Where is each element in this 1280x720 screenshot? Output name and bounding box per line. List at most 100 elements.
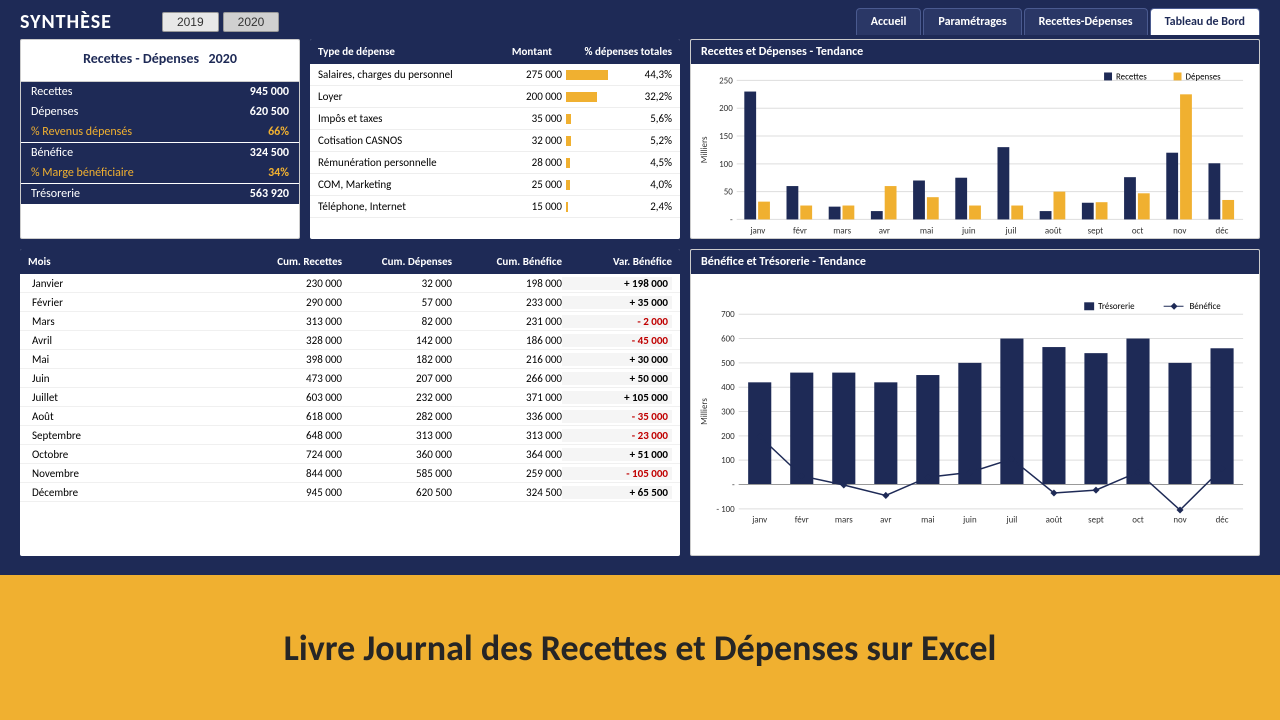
cell-dep: 360 000 (342, 448, 452, 461)
cell-var: - 105 000 (562, 467, 672, 480)
col-var: Var. Bénéfice (562, 255, 672, 268)
cell-rec: 473 000 (232, 372, 342, 385)
cell-mois: Juin (28, 372, 232, 385)
expense-label: Rémunération personnelle (318, 156, 492, 169)
svg-text:300: 300 (721, 407, 735, 418)
expense-bar (562, 180, 612, 190)
expense-row: Salaires, charges du personnel275 00044,… (310, 64, 680, 86)
cell-mois: Novembre (28, 467, 232, 480)
cell-dep: 57 000 (342, 296, 452, 309)
topbar: SYNTHÈSE 20192020 AccueilParamétragesRec… (0, 0, 1280, 39)
svg-text:avr: avr (879, 225, 890, 236)
chart2-svg: - 100-100200300400500600700Milliersjanvf… (697, 278, 1253, 551)
cell-var: + 105 000 (562, 391, 672, 404)
svg-text:mars: mars (835, 515, 853, 526)
cell-rec: 398 000 (232, 353, 342, 366)
summary-label: Bénéfice (31, 146, 73, 160)
cell-mois: Octobre (28, 448, 232, 461)
cell-rec: 844 000 (232, 467, 342, 480)
summary-row: Trésorerie563 920 (21, 183, 299, 204)
nav-tabs: AccueilParamétragesRecettes-DépensesTabl… (856, 8, 1260, 35)
cell-var: + 51 000 (562, 448, 672, 461)
tab-accueil[interactable]: Accueil (856, 8, 922, 35)
svg-text:sept: sept (1088, 515, 1104, 526)
summary-label: Trésorerie (31, 187, 80, 201)
expense-label: COM, Marketing (318, 178, 492, 191)
expense-pct: 44,3% (612, 68, 672, 81)
summary-row: Recettes945 000 (21, 82, 299, 102)
cell-mois: Juillet (28, 391, 232, 404)
expense-pct: 2,4% (612, 200, 672, 213)
cell-dep: 182 000 (342, 353, 452, 366)
cell-dep: 620 500 (342, 486, 452, 499)
summary-value: 620 500 (250, 105, 289, 119)
cell-ben: 364 000 (452, 448, 562, 461)
expense-pct: 5,6% (612, 112, 672, 125)
svg-text:mars: mars (833, 225, 851, 236)
cell-dep: 282 000 (342, 410, 452, 423)
year-btn-2020[interactable]: 2020 (223, 12, 280, 32)
svg-text:250: 250 (719, 75, 733, 86)
svg-text:Milliers: Milliers (699, 398, 710, 425)
cell-rec: 313 000 (232, 315, 342, 328)
monthly-row: Juillet603 000232 000371 000+ 105 000 (20, 388, 680, 407)
chart2-title: Bénéfice et Trésorerie - Tendance (691, 250, 1259, 274)
expense-row: COM, Marketing25 0004,0% (310, 174, 680, 196)
summary-label: Recettes (31, 85, 72, 99)
monthly-row: Juin473 000207 000266 000+ 50 000 (20, 369, 680, 388)
expense-montant: 200 000 (492, 90, 562, 103)
summary-label: Dépenses (31, 105, 78, 119)
summary-row: % Revenus dépensés66% (21, 122, 299, 142)
col-mois: Mois (28, 255, 232, 268)
cell-mois: Janvier (28, 277, 232, 290)
tab-recettes-d-penses[interactable]: Recettes-Dépenses (1024, 8, 1148, 35)
cell-ben: 371 000 (452, 391, 562, 404)
svg-text:sept: sept (1088, 225, 1104, 236)
summary-row: Bénéfice324 500 (21, 142, 299, 163)
expense-bar (562, 136, 612, 146)
cell-rec: 945 000 (232, 486, 342, 499)
cell-dep: 82 000 (342, 315, 452, 328)
svg-text:avr: avr (880, 515, 891, 526)
cell-dep: 142 000 (342, 334, 452, 347)
summary-title-prefix: Recettes - Dépenses (83, 50, 199, 67)
cell-var: + 30 000 (562, 353, 672, 366)
cell-var: - 35 000 (562, 410, 672, 423)
cell-rec: 618 000 (232, 410, 342, 423)
svg-text:déc: déc (1216, 515, 1229, 526)
cell-ben: 313 000 (452, 429, 562, 442)
svg-text:Recettes: Recettes (1116, 71, 1147, 82)
expense-label: Cotisation CASNOS (318, 134, 492, 147)
tab-tableau-de-bord[interactable]: Tableau de Bord (1150, 8, 1260, 35)
chart-benefice-tresorerie: Bénéfice et Trésorerie - Tendance - 100-… (690, 249, 1260, 556)
expenses-panel: Type de dépense Montant % dépenses total… (310, 39, 680, 239)
svg-text:100: 100 (719, 159, 733, 170)
cell-rec: 290 000 (232, 296, 342, 309)
svg-text:500: 500 (721, 358, 735, 369)
col-ben: Cum. Bénéfice (452, 255, 562, 268)
expenses-header: Type de dépense Montant % dépenses total… (310, 39, 680, 64)
monthly-row: Décembre945 000620 500324 500+ 65 500 (20, 483, 680, 502)
expense-montant: 32 000 (492, 134, 562, 147)
cell-rec: 603 000 (232, 391, 342, 404)
cell-ben: 266 000 (452, 372, 562, 385)
expense-pct: 4,5% (612, 156, 672, 169)
col-pct: % dépenses totales (552, 45, 672, 58)
svg-text:juil: juil (1005, 515, 1017, 526)
svg-text:août: août (1045, 225, 1062, 236)
dashboard-app: SYNTHÈSE 20192020 AccueilParamétragesRec… (0, 0, 1280, 575)
year-btn-2019[interactable]: 2019 (162, 12, 219, 32)
expense-bar (562, 114, 612, 124)
svg-text:Bénéfice: Bénéfice (1189, 301, 1221, 312)
svg-text:juin: juin (962, 515, 977, 526)
tab-param-trages[interactable]: Paramétrages (923, 8, 1021, 35)
cell-ben: 233 000 (452, 296, 562, 309)
cell-dep: 232 000 (342, 391, 452, 404)
svg-text:- 100: - 100 (716, 504, 735, 515)
expenses-body[interactable]: Salaires, charges du personnel275 00044,… (310, 64, 680, 239)
monthly-row: Avril328 000142 000186 000- 45 000 (20, 331, 680, 350)
svg-text:févr: févr (795, 515, 809, 526)
col-type: Type de dépense (318, 45, 482, 58)
svg-text:août: août (1046, 515, 1063, 526)
expense-pct: 5,2% (612, 134, 672, 147)
